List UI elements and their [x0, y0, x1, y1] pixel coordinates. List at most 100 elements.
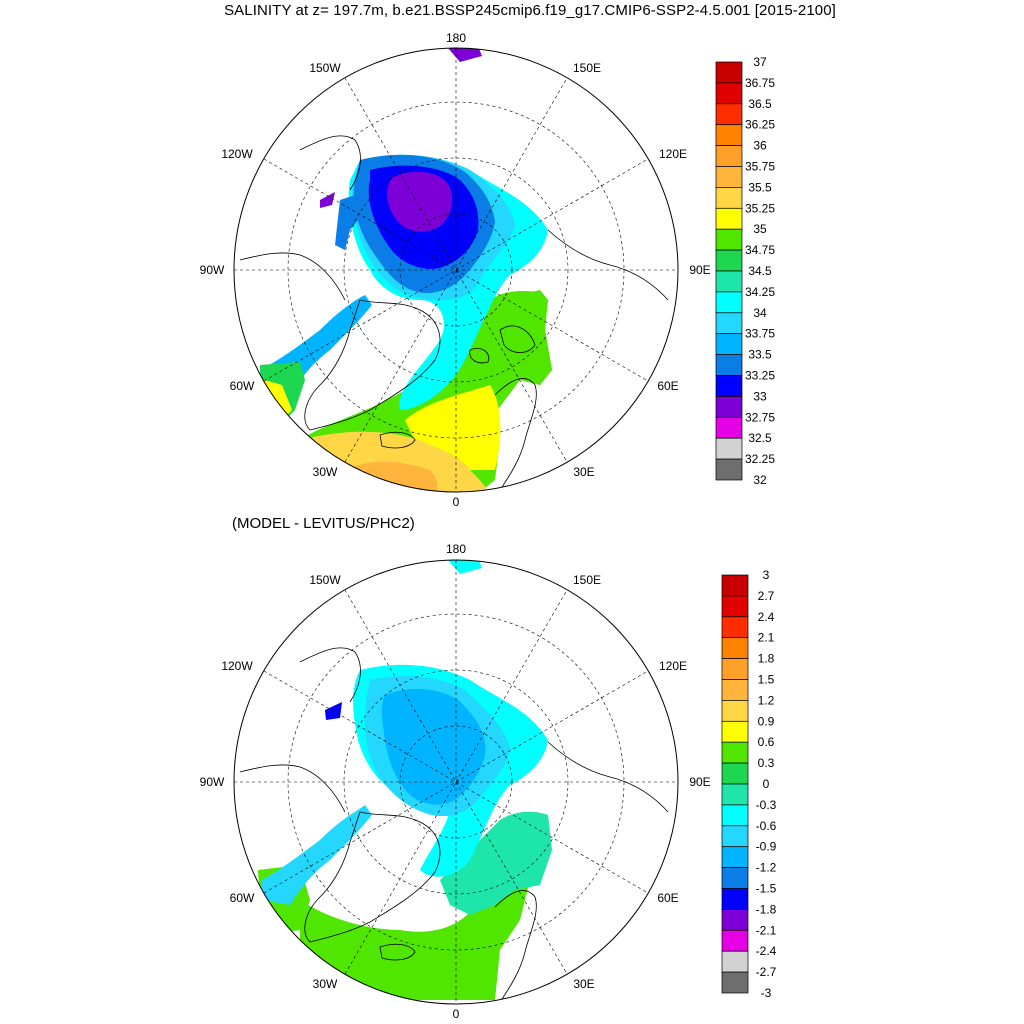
- salinity-colorbar-tick-label: 32: [753, 473, 767, 487]
- coastline-canada: [239, 252, 346, 301]
- anomaly-colorbar-tick-label: 0.9: [758, 714, 775, 728]
- coastline-siberia: [547, 229, 669, 301]
- anomaly-colorbar-tick-label: 3: [763, 568, 770, 582]
- salinity-field-bering-strait: [448, 48, 482, 62]
- salinity-colorbar-swatch: [715, 166, 743, 188]
- salinity-field-hudson: [320, 192, 335, 208]
- anomaly-colorbar-swatch: [721, 700, 749, 722]
- salinity-colorbar-swatch: [715, 249, 743, 272]
- anomaly-colorbar-swatch: [721, 804, 749, 827]
- graticule-meridian-30-bottom: [344, 589, 568, 975]
- salinity-field-archipelago: [335, 195, 362, 250]
- anomaly-field-baffin: [262, 805, 372, 905]
- coastline-greenland-bottom: [304, 811, 441, 943]
- salinity-colorbar-swatch: [715, 375, 743, 397]
- anomaly-colorbar-tick-label: -3: [761, 986, 772, 1000]
- lon-label-60e: 60E: [657, 379, 678, 393]
- anomaly-colorbar-swatch: [721, 825, 749, 848]
- salinity-colorbar-tick-label: 35.5: [748, 180, 772, 194]
- salinity-colorbar-tick-label: 32.75: [745, 410, 775, 424]
- coastline-iceland-bottom: [379, 943, 416, 961]
- graticule-meridian-150-bottom: [344, 589, 568, 975]
- anomaly-colorbar-tick-label: -0.3: [756, 798, 777, 812]
- lon-label-150e: 150E: [573, 61, 601, 75]
- salinity-colorbar-swatch: [715, 291, 743, 314]
- salinity-colorbar-tick-label: 34.25: [745, 285, 775, 299]
- salinity-colorbar-swatch: [715, 61, 743, 84]
- salinity-colorbar-swatch: [715, 103, 743, 126]
- graticule-meridian-60: [263, 158, 649, 382]
- lon-label-120w-bottom: 120W: [221, 659, 253, 673]
- coastline-scandinavia: [494, 378, 537, 491]
- lon-label-0-bottom: 0: [453, 1007, 460, 1021]
- anomaly-colorbar-tick-label: -2.4: [756, 944, 777, 958]
- salinity-colorbar-tick-label: 37: [753, 55, 767, 69]
- anomaly-colorbar-swatch: [721, 909, 749, 931]
- lon-label-120e-bottom: 120E: [659, 659, 687, 673]
- anomaly-field-nordic-mint: [440, 811, 552, 915]
- salinity-colorbar-tick-label: 33.75: [745, 327, 775, 341]
- salinity-field-barents: [495, 290, 552, 385]
- salinity-colorbar-tick-label: 35: [753, 222, 767, 236]
- lon-label-90w-bottom: 90W: [200, 775, 225, 789]
- anomaly-colorbar-swatch: [721, 595, 749, 618]
- salinity-colorbar-swatch: [715, 396, 743, 418]
- salinity-colorbar-swatch: [715, 333, 743, 355]
- salinity-colorbar-swatch: [715, 228, 743, 251]
- graticule-meridian-60-bottom: [263, 670, 649, 894]
- anomaly-colorbar-swatch: [721, 658, 749, 680]
- salinity-colorbar-tick-label: 36.25: [745, 118, 775, 132]
- salinity-colorbar-swatch: [715, 458, 743, 481]
- coastline-canada-bottom: [239, 764, 346, 813]
- anomaly-colorbar-tick-label: 1.2: [758, 693, 775, 707]
- salinity-colorbar-swatch: [715, 437, 743, 460]
- coastline-iceland: [379, 431, 416, 449]
- lon-label-90e: 90E: [689, 263, 710, 277]
- salinity-colorbar-tick-label: 33.25: [745, 369, 775, 383]
- anomaly-colorbar-tick-label: -2.7: [756, 965, 777, 979]
- salinity-field-beaufort-purple: [386, 171, 453, 232]
- salinity-colorbar-tick-label: 33.5: [748, 348, 772, 362]
- anomaly-colorbar-swatch: [721, 867, 749, 889]
- difference-subtitle: (MODEL - LEVITUS/PHC2): [232, 515, 415, 532]
- anomaly-colorbar-swatch: [721, 637, 749, 659]
- lon-label-180: 180: [446, 31, 466, 45]
- anomaly-colorbar-swatch: [721, 574, 749, 597]
- coastline-scandinavia-bottom: [494, 890, 537, 1003]
- salinity-colorbar-tick-label: 36.75: [745, 76, 775, 90]
- anomaly-colorbar: 3 2.7 2.4 2.1 1.8 1.5 1.2 0.9 0.6 0.3 0 -0.3 -0.6 -0.…: [721, 568, 777, 1000]
- salinity-colorbar-tick-label: 34.5: [748, 264, 772, 278]
- salinity-colorbar-tick-label: 32.25: [745, 452, 775, 466]
- anomaly-colorbar-tick-label: -2.1: [756, 923, 777, 937]
- salinity-colorbar-swatch: [715, 82, 743, 105]
- lon-label-150w-bottom: 150W: [309, 573, 341, 587]
- lon-label-90e-bottom: 90E: [689, 775, 710, 789]
- anomaly-field-atlantic-green: [300, 840, 530, 1000]
- salinity-colorbar-tick-label: 34: [753, 306, 767, 320]
- anomaly-colorbar-swatch: [721, 888, 749, 910]
- map-boundary-top: [233, 47, 679, 493]
- anomaly-colorbar-tick-label: -1.5: [756, 882, 777, 896]
- lon-label-150e-bottom: 150E: [573, 573, 601, 587]
- anomaly-colorbar-swatch: [721, 616, 749, 639]
- anomaly-colorbar-tick-label: 0.3: [758, 756, 775, 770]
- anomaly-colorbar-swatch: [721, 846, 749, 868]
- coastline-alaska-bottom: [299, 647, 361, 703]
- graticule-meridian-120-bottom: [263, 670, 649, 894]
- graticule-meridian-120: [263, 158, 649, 382]
- salinity-colorbar-swatch: [715, 207, 743, 230]
- lon-label-30w-bottom: 30W: [313, 977, 338, 991]
- coastline-svalbard: [469, 347, 490, 364]
- anomaly-colorbar-tick-label: 1.5: [758, 673, 775, 687]
- coastline-alaska: [299, 135, 361, 191]
- salinity-colorbar-tick-label: 36: [753, 139, 767, 153]
- salinity-colorbar-tick-label: 35.75: [745, 160, 775, 174]
- salinity-colorbar-tick-label: 33: [753, 389, 767, 403]
- salinity-colorbar-swatch: [715, 354, 743, 376]
- salinity-colorbar: 37 36.75 36.5 36.25 36 35.75 35.5 35.25 35 34.75 3…: [715, 55, 775, 487]
- anomaly-colorbar-tick-label: -0.6: [756, 819, 777, 833]
- lon-label-60w-bottom: 60W: [230, 891, 255, 905]
- anomaly-colorbar-swatch: [721, 783, 749, 806]
- lon-label-60e-bottom: 60E: [657, 891, 678, 905]
